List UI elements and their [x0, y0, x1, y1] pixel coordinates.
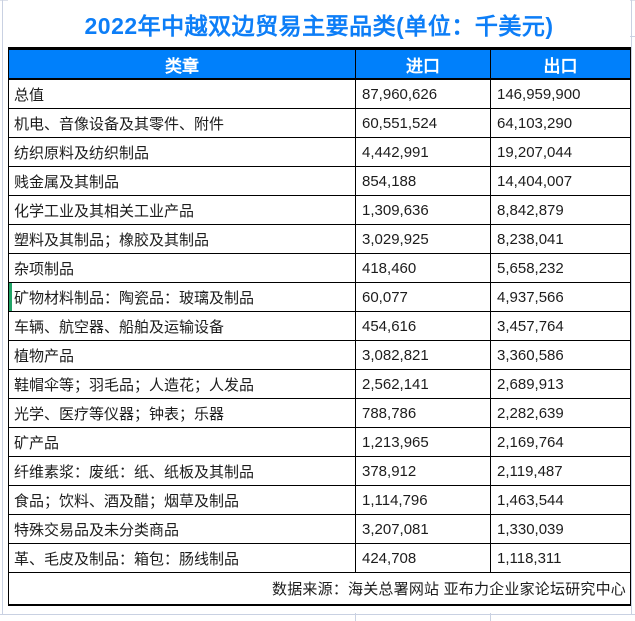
cell-category: 塑料及其制品；橡胶及其制品: [8, 224, 356, 254]
cell-export: 64,103,290: [490, 108, 631, 138]
cell-export: 5,658,232: [490, 253, 631, 283]
header-cell-export: 出口: [490, 47, 631, 80]
page-title: 2022年中越双边贸易主要品类(单位：千美元): [84, 12, 554, 39]
cell-import: 378,912: [355, 456, 491, 486]
cell-category: 机电、音像设备及其零件、附件: [8, 108, 356, 138]
cell-category: 纤维素浆：废纸：纸、纸板及其制品: [8, 456, 356, 486]
cell-export: 8,238,041: [490, 224, 631, 254]
cell-category: 矿物材料制品：陶瓷品：玻璃及制品: [8, 282, 356, 312]
table-row: 贱金属及其制品 854,188 14,404,007: [8, 166, 631, 196]
table-row: 食品；饮料、酒及醋；烟草及制品 1,114,796 1,463,544: [8, 485, 631, 515]
cell-import: 60,077: [355, 282, 491, 312]
cell-category: 总值: [8, 78, 356, 109]
table-row: 矿物材料制品：陶瓷品：玻璃及制品 60,077 4,937,566: [8, 282, 631, 312]
table-row: 鞋帽伞等；羽毛品；人造花；人发品 2,562,141 2,689,913: [8, 369, 631, 399]
cell-category: 车辆、航空器、船舶及运输设备: [8, 311, 356, 341]
table-footer: 数据来源：海关总署网站 亚布力企业家论坛研究中心: [8, 572, 631, 606]
sheet-gridline-stub-col2: [490, 613, 491, 621]
cell-export: 2,119,487: [490, 456, 631, 486]
table-row: 特殊交易品及未分类商品 3,207,081 1,330,039: [8, 514, 631, 544]
table-row: 纺织原料及纺织制品 4,442,991 19,207,044: [8, 137, 631, 167]
cell-export: 1,463,544: [490, 485, 631, 515]
table-title-bar: 2022年中越双边贸易主要品类(单位：千美元): [8, 0, 630, 47]
header-cell-import: 进口: [355, 47, 491, 80]
footer-row: 数据来源：海关总署网站 亚布力企业家论坛研究中心: [8, 572, 631, 606]
cell-import: 424,708: [355, 543, 491, 573]
cell-category: 光学、医疗等仪器；钟表；乐器: [8, 398, 356, 428]
cell-export: 2,169,764: [490, 427, 631, 457]
cell-export: 4,937,566: [490, 282, 631, 312]
sheet-gridline-left: [2, 0, 3, 615]
sheet-gridline-stub-title-row: [630, 36, 635, 37]
table-row: 总值 87,960,626 146,959,900: [8, 78, 631, 109]
cell-import: 87,960,626: [355, 78, 491, 109]
cell-export: 146,959,900: [490, 78, 631, 109]
cell-import: 418,460: [355, 253, 491, 283]
sheet-gridline-right: [631, 0, 632, 615]
cell-export: 14,404,007: [490, 166, 631, 196]
sheet-gridline-bottom: [0, 614, 635, 615]
cell-import: 4,442,991: [355, 137, 491, 167]
header-cell-category: 类章: [8, 47, 356, 80]
cell-export: 19,207,044: [490, 137, 631, 167]
table-row: 塑料及其制品；橡胶及其制品 3,029,925 8,238,041: [8, 224, 631, 254]
cell-import: 3,029,925: [355, 224, 491, 254]
cell-import: 788,786: [355, 398, 491, 428]
cell-import: 854,188: [355, 166, 491, 196]
trade-table-sheet: 2022年中越双边贸易主要品类(单位：千美元) 类章 进口 出口 总值 87,96…: [8, 0, 631, 606]
table-row: 矿产品 1,213,965 2,169,764: [8, 427, 631, 457]
cell-import: 2,562,141: [355, 369, 491, 399]
cell-import: 1,213,965: [355, 427, 491, 457]
cell-export: 1,118,311: [490, 543, 631, 573]
table-row: 光学、医疗等仪器；钟表；乐器 788,786 2,282,639: [8, 398, 631, 428]
cell-category: 特殊交易品及未分类商品: [8, 514, 356, 544]
cell-category: 鞋帽伞等；羽毛品；人造花；人发品: [8, 369, 356, 399]
table-row: 化学工业及其相关工业产品 1,309,636 8,842,879: [8, 195, 631, 225]
header-row: 类章 进口 出口: [8, 47, 631, 80]
cell-export: 2,689,913: [490, 369, 631, 399]
cell-export: 8,842,879: [490, 195, 631, 225]
cell-category: 矿产品: [8, 427, 356, 457]
cell-export: 2,282,639: [490, 398, 631, 428]
table-body: 总值 87,960,626 146,959,900 机电、音像设备及其零件、附件 60,…: [8, 78, 631, 573]
cell-export: 3,457,764: [490, 311, 631, 341]
cell-export: 1,330,039: [490, 514, 631, 544]
cell-import: 3,082,821: [355, 340, 491, 370]
cell-export: 3,360,586: [490, 340, 631, 370]
table-row: 纤维素浆：废纸：纸、纸板及其制品 378,912 2,119,487: [8, 456, 631, 486]
sheet-gridline-stub-col1: [355, 613, 356, 621]
table-row: 革、毛皮及制品：箱包：肠线制品 424,708 1,118,311: [8, 543, 631, 573]
cell-import: 60,551,524: [355, 108, 491, 138]
cell-category: 纺织原料及纺织制品: [8, 137, 356, 167]
cell-import: 1,114,796: [355, 485, 491, 515]
table-row: 车辆、航空器、船舶及运输设备 454,616 3,457,764: [8, 311, 631, 341]
cell-category: 贱金属及其制品: [8, 166, 356, 196]
cell-category: 革、毛皮及制品：箱包：肠线制品: [8, 543, 356, 573]
cell-category: 化学工业及其相关工业产品: [8, 195, 356, 225]
cell-import: 454,616: [355, 311, 491, 341]
data-source-note: 数据来源：海关总署网站 亚布力企业家论坛研究中心: [8, 572, 631, 606]
cell-category: 食品；饮料、酒及醋；烟草及制品: [8, 485, 356, 515]
cell-import: 1,309,636: [355, 195, 491, 225]
cell-category: 杂项制品: [8, 253, 356, 283]
cell-import: 3,207,081: [355, 514, 491, 544]
table-row: 植物产品 3,082,821 3,360,586: [8, 340, 631, 370]
table-header: 类章 进口 出口: [8, 47, 631, 80]
table-row: 机电、音像设备及其零件、附件 60,551,524 64,103,290: [8, 108, 631, 138]
cell-category: 植物产品: [8, 340, 356, 370]
table-row: 杂项制品 418,460 5,658,232: [8, 253, 631, 283]
trade-table: 类章 进口 出口 总值 87,960,626 146,959,900 机电、音像设备及…: [8, 47, 631, 606]
